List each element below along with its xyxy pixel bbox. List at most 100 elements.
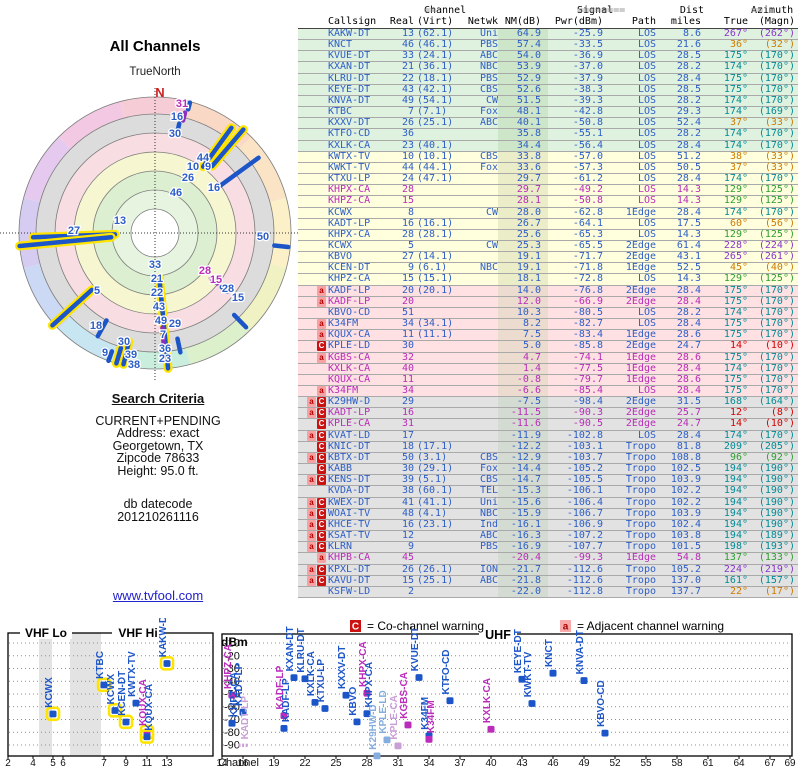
table-row: C KABB 30 (29.1) Fox -14.4 -105.2 Tropo 102.5 194… bbox=[298, 463, 798, 476]
table-row: KXLK-CA 40 1.4 -77.5 1Edge 28.4 174° (170°) bbox=[298, 363, 798, 375]
svg-text:43: 43 bbox=[153, 301, 165, 313]
svg-text:UHF: UHF bbox=[485, 628, 511, 642]
table-row: KLRU-DT 22 (18.1) PBS 52.9 -37.9 LOS 28.4 175° (1… bbox=[298, 73, 798, 85]
svg-text:15: 15 bbox=[232, 292, 244, 304]
table-row: KCWX 8 CW 28.0 -62.8 1Edge 28.4 174° (170°) bbox=[298, 207, 798, 219]
svg-text:KCWX: KCWX bbox=[44, 677, 55, 708]
svg-text:KBVO-CD: KBVO-CD bbox=[596, 680, 607, 727]
svg-text:KCEN-DT: KCEN-DT bbox=[117, 671, 128, 716]
search-criteria-heading: Search Criteria bbox=[111, 391, 205, 406]
svg-text:10: 10 bbox=[187, 161, 199, 173]
svg-text:VHF Hi: VHF Hi bbox=[118, 626, 157, 640]
svg-text:31: 31 bbox=[392, 758, 404, 768]
table-row: KCEN-DT 9 (6.1) NBC 19.1 -71.8 1Edge 52.5 45° (40… bbox=[298, 262, 798, 275]
svg-text:9: 9 bbox=[102, 347, 108, 359]
search-criteria: Search Criteria CURRENT+PENDING Address:… bbox=[38, 391, 278, 477]
adjacent-warning-badge: a bbox=[307, 497, 316, 508]
svg-text:38: 38 bbox=[128, 359, 140, 371]
co-channel-warning-badge: C bbox=[317, 430, 326, 441]
svg-text:23: 23 bbox=[159, 353, 171, 365]
co-channel-warning-badge: C bbox=[317, 564, 326, 575]
svg-text:KLRU-DT: KLRU-DT bbox=[296, 628, 307, 672]
adjacent-warning-badge: a bbox=[317, 319, 326, 330]
north-label: N bbox=[155, 85, 164, 100]
svg-text:K29HW-D: K29HW-D bbox=[368, 704, 379, 749]
adjacent-warning-badge: a bbox=[307, 531, 316, 542]
svg-text:KXXV-DT: KXXV-DT bbox=[337, 646, 348, 689]
table-row: a C KLRN 9 PBS -16.9 -107.7 Tropo 101.5 198° (193°… bbox=[298, 541, 798, 554]
svg-text:KHPX-CA: KHPX-CA bbox=[364, 662, 375, 708]
table-row: KXXV-DT 26 (25.1) ABC 40.1 -50.8 LOS 52.4 37° (33… bbox=[298, 117, 798, 130]
svg-text:KWKT-TV: KWKT-TV bbox=[523, 651, 534, 697]
svg-text:40: 40 bbox=[485, 758, 497, 768]
svg-text:KADF-LP: KADF-LP bbox=[281, 678, 292, 722]
svg-text:64: 64 bbox=[733, 758, 745, 768]
svg-text:KBVO: KBVO bbox=[348, 687, 359, 716]
adjacent-warning-badge: a bbox=[317, 352, 326, 363]
tvfool-link[interactable]: www.tvfool.com bbox=[112, 588, 204, 603]
co-channel-warning-badge: C bbox=[317, 341, 326, 352]
svg-text:13: 13 bbox=[114, 215, 126, 227]
table-row: KWTX-TV 10 (10.1) CBS 33.8 -57.0 LOS 51.2 38° (33… bbox=[298, 151, 798, 163]
co-channel-warning-badge: C bbox=[317, 464, 326, 475]
table-row: KNVA-DT 49 (54.1) CW 51.5 -39.3 LOS 28.2 174° (17… bbox=[298, 95, 798, 108]
svg-text:30: 30 bbox=[169, 128, 181, 140]
co-channel-warning-badge: C bbox=[317, 408, 326, 419]
svg-text:KADF-LP: KADF-LP bbox=[275, 665, 286, 709]
svg-text:69: 69 bbox=[784, 758, 796, 768]
table-row: a C KHCE-TV 16 (23.1) Ind -16.1 -106.9 Tropo 102.… bbox=[298, 519, 798, 532]
svg-text:KTXU-LP: KTXU-LP bbox=[316, 659, 327, 703]
svg-text:KQUX-CA: KQUX-CA bbox=[138, 679, 149, 726]
svg-text:39: 39 bbox=[125, 349, 137, 361]
search-height: Height: 95.0 ft. bbox=[117, 463, 199, 478]
search-city: Georgetown, TX bbox=[112, 438, 204, 453]
table-row: KEYE-DT 43 (42.1) CBS 52.6 -38.3 LOS 28.5 175° (1… bbox=[298, 84, 798, 96]
svg-text:KNCT: KNCT bbox=[544, 639, 555, 667]
co-channel-warning-badge: C bbox=[317, 497, 326, 508]
svg-text:K34FM: K34FM bbox=[420, 697, 431, 730]
table-row: KCWX 5 CW 25.3 -65.5 2Edge 61.4 228° (224°) bbox=[298, 240, 798, 253]
svg-text:C: C bbox=[352, 622, 359, 633]
adjacent-warning-badge: a bbox=[307, 575, 316, 586]
svg-text:14: 14 bbox=[216, 758, 228, 768]
table-row: KAKW-DT 13 (62.1) Uni 64.9 -25.9 LOS 8.6 267° (26… bbox=[298, 28, 798, 41]
svg-text:KHPX-CA: KHPX-CA bbox=[358, 641, 369, 687]
co-channel-warning-badge: C bbox=[317, 452, 326, 463]
co-channel-warning-badge: C bbox=[317, 475, 326, 486]
svg-text:KADT-LP: KADT-LP bbox=[234, 662, 245, 706]
svg-text:4: 4 bbox=[30, 758, 36, 768]
svg-text:27: 27 bbox=[68, 225, 80, 237]
search-zipcode: Zipcode 78633 bbox=[116, 451, 200, 466]
co-channel-warning-badge: C bbox=[317, 441, 326, 452]
table-header-row: Callsign Real (Virt) Netwk NM(dB) Pwr(dB… bbox=[298, 16, 798, 29]
svg-text:49: 49 bbox=[155, 315, 167, 327]
svg-text:16: 16 bbox=[208, 182, 220, 194]
svg-text:5: 5 bbox=[94, 285, 100, 297]
svg-text:55: 55 bbox=[640, 758, 652, 768]
table-row: a K34FM 34 (34.1) 8.2 -82.7 LOS 28.4 175° (170°) bbox=[298, 318, 798, 331]
svg-text:30: 30 bbox=[118, 336, 130, 348]
svg-text:Channel: Channel bbox=[218, 757, 259, 768]
svg-text:KVUE-DT: KVUE-DT bbox=[410, 627, 421, 671]
svg-text:52: 52 bbox=[609, 758, 621, 768]
table-row: a KGBS-CA 32 4.7 -74.1 1Edge 28.6 175° (170°) bbox=[298, 352, 798, 364]
co-channel-legend-icon bbox=[350, 620, 361, 632]
table-row: a C KSAT-TV 12 ABC -16.3 -107.2 Tropo 103.8 194°(… bbox=[298, 530, 798, 543]
table-row: a C KBTX-DT 50 (3.1) CBS -12.9 -103.7 Tropo 108.8… bbox=[298, 452, 798, 465]
svg-text:KWTX-TV: KWTX-TV bbox=[127, 651, 138, 697]
svg-text:KXLK-CA: KXLK-CA bbox=[482, 678, 493, 723]
table-row: KHPZ-CA 15 (15.1) 18.1 -72.8 LOS 14.3 129° (125°… bbox=[298, 274, 798, 286]
co-channel-warning-badge: C bbox=[317, 397, 326, 408]
adjacent-warning-badge: a bbox=[307, 430, 316, 441]
adjacent-warning-badge: a bbox=[317, 386, 326, 396]
adjacent-warning-badge: a bbox=[307, 508, 316, 519]
table-row: KBVO 27 (14.1) 19.1 -71.7 2Edge 43.1 265° (261°) bbox=[298, 251, 798, 264]
table-row: KVUE-DT 33 (24.1) ABC 54.0 -36.9 LOS 28.5 175° (1… bbox=[298, 50, 798, 63]
table-row: a KADF-LP 20 12.0 -66.9 2Edge 28.4 175° (170°) bbox=[298, 296, 798, 308]
svg-text:KXLK-CA: KXLK-CA bbox=[306, 651, 317, 696]
svg-text:KHPZ-CA: KHPZ-CA bbox=[229, 672, 240, 717]
svg-text:6: 6 bbox=[60, 758, 66, 768]
table-row: KADT-LP 16 (16.1) 26.7 -64.1 LOS 17.5 60° (56°) bbox=[298, 218, 798, 230]
